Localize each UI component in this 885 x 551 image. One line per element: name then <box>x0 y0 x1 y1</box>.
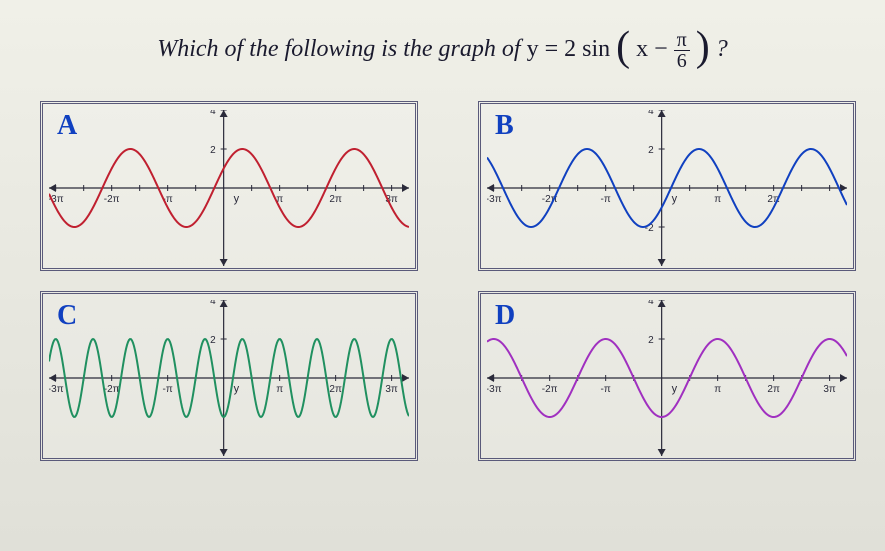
panel-c[interactable]: C -3π -2π -π π 2π 3π 2 4 y <box>40 291 418 461</box>
panel-label-a: A <box>57 110 77 142</box>
equation: y = 2 sin ( x − π6 ) <box>527 36 716 62</box>
svg-text:4: 4 <box>648 300 654 307</box>
question-suffix: ? <box>716 36 728 62</box>
panel-label-d: D <box>495 300 515 332</box>
svg-text:-3π: -3π <box>49 384 64 395</box>
svg-text:π: π <box>714 384 721 395</box>
svg-text:π: π <box>714 194 721 205</box>
svg-text:3π: 3π <box>385 384 398 395</box>
svg-text:2: 2 <box>210 335 216 346</box>
panel-label-c: C <box>57 300 77 332</box>
svg-text:y: y <box>672 193 678 205</box>
panel-b[interactable]: B -3π-2π-ππ2π24-2y <box>478 101 856 271</box>
svg-text:-π: -π <box>163 384 173 395</box>
svg-text:y: y <box>672 383 678 395</box>
chart-c: -3π -2π -π π 2π 3π 2 4 y <box>49 300 409 456</box>
svg-text:-2π: -2π <box>104 194 120 205</box>
chart-b: -3π-2π-ππ2π24-2y <box>487 110 847 266</box>
svg-text:y: y <box>234 383 240 395</box>
svg-text:2π: 2π <box>329 384 342 395</box>
chart-d: -3π -2π -π π 2π 3π 2 4 y <box>487 300 847 456</box>
chart-a: -3π-2π-ππ2π3π24y <box>49 110 409 266</box>
svg-text:2π: 2π <box>767 384 780 395</box>
panel-label-b: B <box>495 110 514 142</box>
svg-text:2: 2 <box>648 145 654 156</box>
svg-text:y: y <box>234 193 240 205</box>
svg-text:4: 4 <box>210 110 216 117</box>
question-prefix: Which of the following is the graph of <box>157 36 526 62</box>
svg-text:-2π: -2π <box>104 384 120 395</box>
svg-text:-π: -π <box>601 194 611 205</box>
panel-a[interactable]: A -3π-2π-ππ2π3π24y <box>40 101 418 271</box>
svg-text:2π: 2π <box>329 194 342 205</box>
svg-text:-2π: -2π <box>542 384 558 395</box>
svg-text:π: π <box>276 384 283 395</box>
answer-grid: A -3π-2π-ππ2π3π24y B -3π-2π-ππ2π24-2y C … <box>20 101 865 461</box>
svg-text:2: 2 <box>648 335 654 346</box>
svg-text:-π: -π <box>601 384 611 395</box>
question-text: Which of the following is the graph of y… <box>40 30 845 71</box>
svg-text:2: 2 <box>210 145 216 156</box>
svg-text:3π: 3π <box>823 384 836 395</box>
svg-text:4: 4 <box>648 110 654 117</box>
svg-text:4: 4 <box>210 300 216 307</box>
svg-text:-3π: -3π <box>487 384 502 395</box>
panel-d[interactable]: D -3π -2π -π π 2π 3π 2 4 y <box>478 291 856 461</box>
svg-text:-3π: -3π <box>487 194 502 205</box>
